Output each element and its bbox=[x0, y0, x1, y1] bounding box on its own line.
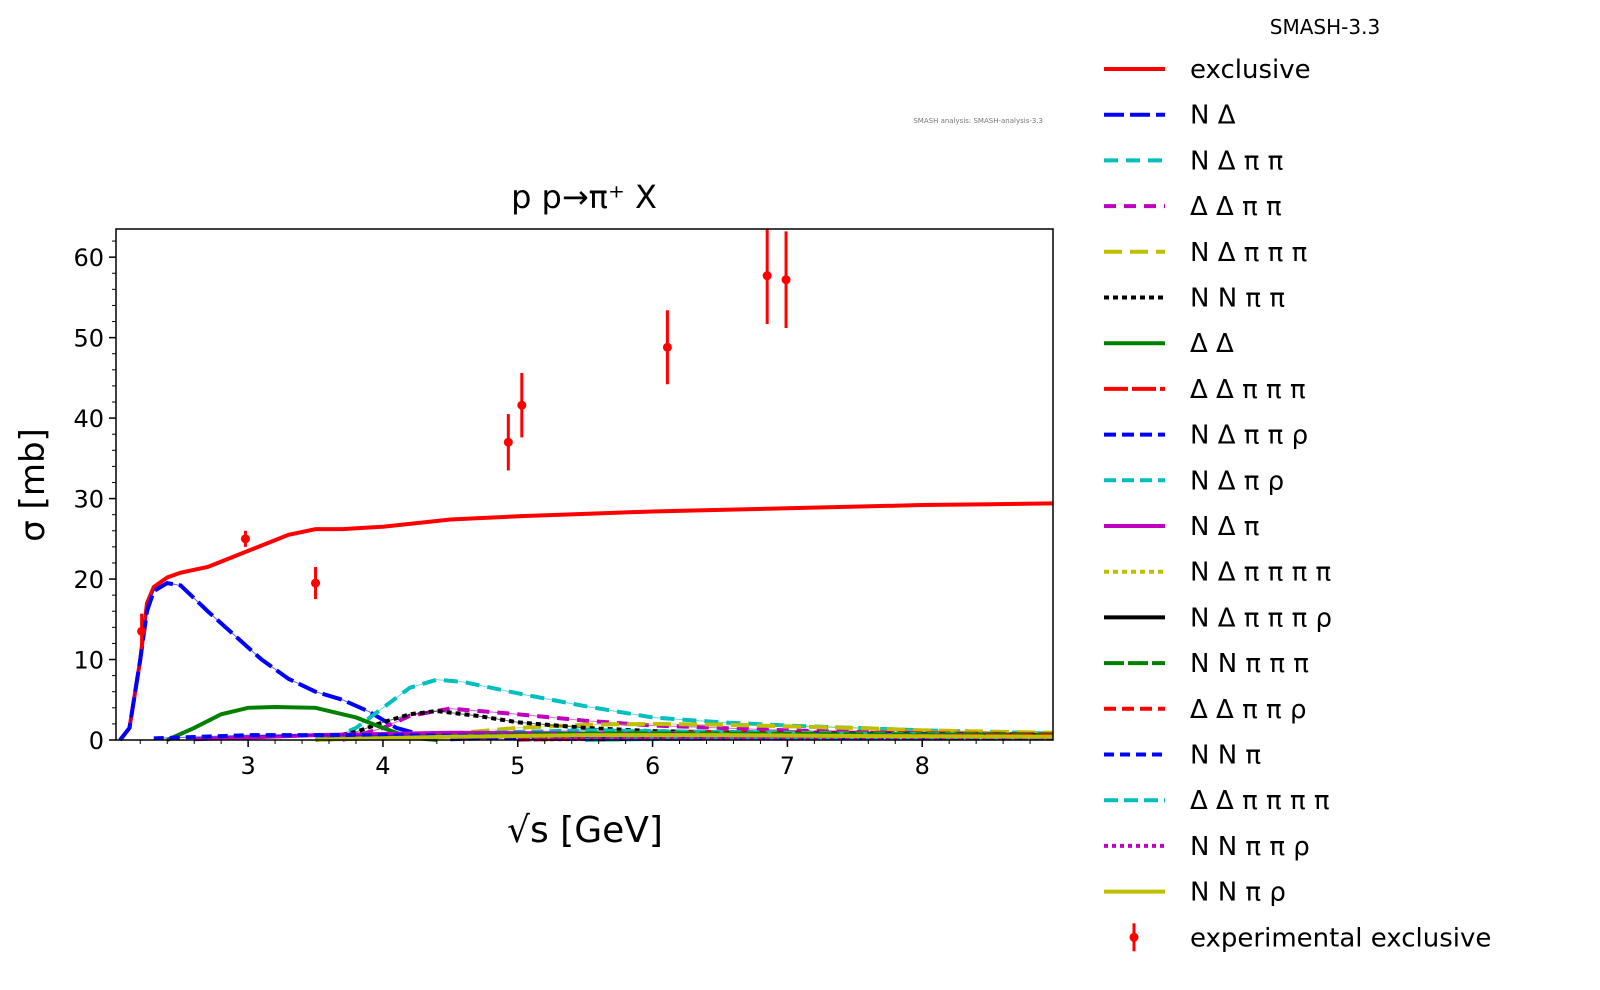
legend-label: Δ Δ π π π bbox=[1190, 375, 1306, 405]
y-tick-label: 30 bbox=[73, 486, 104, 514]
plot-frame bbox=[115, 228, 1054, 741]
legend-label: N Δ π π π bbox=[1190, 238, 1307, 268]
legend-label: Δ Δ π π π π bbox=[1190, 786, 1330, 816]
watermark-annotation: SMASH analysis: SMASH-analysis-3.3 bbox=[913, 117, 1043, 125]
series-line-0 bbox=[118, 501, 1054, 742]
y-tick-label: 50 bbox=[73, 325, 104, 353]
x-axis-label: √s [GeV] bbox=[507, 810, 663, 851]
data-point bbox=[762, 271, 772, 281]
plot-area bbox=[118, 229, 1054, 742]
y-tick-label: 10 bbox=[73, 647, 104, 675]
legend-label: N Δ π bbox=[1190, 512, 1259, 542]
legend: exclusive N Δ N Δ π π Δ Δ π π N Δ π π π N N π… bbox=[1104, 55, 1491, 953]
y-tick-label: 60 bbox=[73, 244, 104, 272]
legend-label: N Δ π π ρ bbox=[1190, 421, 1308, 451]
legend-label: N Δ π π π ρ bbox=[1190, 603, 1332, 633]
legend-label: N Δ π ρ bbox=[1190, 466, 1284, 496]
legend-label: N N π π ρ bbox=[1190, 832, 1310, 862]
data-point bbox=[517, 400, 527, 410]
legend-label: Δ Δ bbox=[1190, 329, 1234, 359]
legend-label: N N π bbox=[1190, 741, 1261, 771]
y-tick-label: 40 bbox=[73, 405, 104, 433]
legend-label: N N π ρ bbox=[1190, 878, 1286, 908]
x-tick-label: 6 bbox=[645, 752, 660, 780]
legend-label: N N π π bbox=[1190, 284, 1285, 314]
series-line-2 bbox=[328, 677, 1054, 742]
legend-title: SMASH-3.3 bbox=[1270, 15, 1380, 39]
y-tick-label: 20 bbox=[73, 566, 104, 594]
data-point bbox=[662, 342, 672, 352]
series-line-18 bbox=[315, 733, 1054, 742]
legend-label: N Δ bbox=[1190, 101, 1236, 131]
legend-label: Δ Δ π π bbox=[1190, 192, 1282, 222]
series-line-1 bbox=[118, 580, 424, 742]
legend-label: exclusive bbox=[1190, 55, 1311, 85]
legend-label: Δ Δ π π ρ bbox=[1190, 695, 1306, 725]
data-point bbox=[240, 534, 250, 544]
legend-label: N Δ π π bbox=[1190, 146, 1283, 176]
data-point bbox=[781, 275, 791, 285]
legend-point-marker bbox=[1129, 932, 1139, 942]
chart-title: p p→π⁺ X bbox=[511, 178, 657, 216]
x-tick-label: 7 bbox=[780, 752, 795, 780]
data-point bbox=[311, 578, 321, 588]
data-point bbox=[137, 626, 147, 636]
x-tick-label: 8 bbox=[915, 752, 930, 780]
legend-label: N N π π π bbox=[1190, 649, 1309, 679]
data-point bbox=[503, 437, 513, 447]
x-tick-label: 3 bbox=[240, 752, 255, 780]
legend-label: N Δ π π π π bbox=[1190, 558, 1331, 588]
y-axis-label: σ [mb] bbox=[13, 428, 53, 542]
x-tick-label: 5 bbox=[510, 752, 525, 780]
y-tick-label: 0 bbox=[89, 727, 104, 755]
x-tick-label: 4 bbox=[375, 752, 390, 780]
legend-label: experimental exclusive bbox=[1190, 923, 1491, 953]
